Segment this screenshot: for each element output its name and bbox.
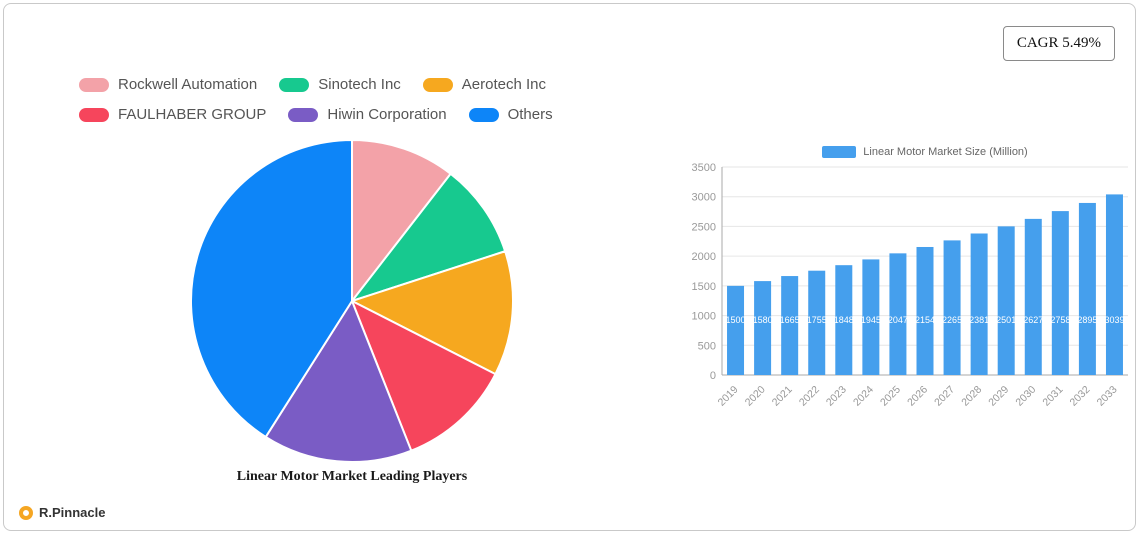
pie-slice-rockwell-automation[interactable] bbox=[351, 139, 452, 302]
bar-value-label: 2154 bbox=[915, 315, 935, 325]
bar-2023[interactable] bbox=[835, 265, 853, 375]
bar-2025[interactable] bbox=[889, 253, 907, 375]
bar-value-label: 2501 bbox=[996, 315, 1016, 325]
legend-label: Others bbox=[507, 106, 553, 123]
bar-legend-label: Linear Motor Market Size (Million) bbox=[863, 146, 1028, 158]
legend-swatch bbox=[279, 77, 310, 92]
legend-label: Sinotech Inc bbox=[318, 76, 401, 93]
bar-chart-area: Linear Motor Market Size (Million) 0 500 1… bbox=[682, 146, 1135, 431]
legend-swatch bbox=[79, 107, 109, 122]
x-axis-label: 2024 bbox=[851, 384, 876, 409]
y-axis-label: 2500 bbox=[692, 221, 716, 233]
brand-label: R.Pinnacle bbox=[39, 505, 106, 520]
bar-value-label: 1945 bbox=[861, 315, 881, 325]
pie-slice-aerotech-inc[interactable] bbox=[351, 250, 514, 376]
bar-2029[interactable] bbox=[997, 226, 1015, 375]
legend-row: FAULHABER GROUP Hiwin Corporation Others bbox=[79, 106, 553, 123]
bar-value-label: 2627 bbox=[1023, 315, 1043, 325]
bar-2026[interactable] bbox=[916, 246, 934, 375]
y-axis-label: 3000 bbox=[692, 192, 716, 204]
pie-legend: Rockwell Automation Sinotech Inc Aerotech … bbox=[79, 76, 553, 123]
legend-swatch bbox=[468, 107, 499, 122]
brand-logo: R.Pinnacle bbox=[19, 505, 105, 520]
bar-value-label: 2047 bbox=[888, 315, 908, 325]
legend-item-hiwin-corporation[interactable]: Hiwin Corporation bbox=[288, 106, 447, 123]
y-axis-label: 0 bbox=[710, 370, 716, 382]
x-axis-label: 2026 bbox=[905, 384, 930, 409]
bar-value-label: 1755 bbox=[807, 315, 827, 325]
bar-2033[interactable] bbox=[1105, 194, 1123, 375]
legend-label: Aerotech Inc bbox=[461, 76, 547, 93]
bar-value-label: 1665 bbox=[780, 315, 800, 325]
legend-label: Hiwin Corporation bbox=[327, 106, 447, 123]
bar-2020[interactable] bbox=[754, 281, 772, 375]
legend-swatch bbox=[288, 107, 319, 122]
pie-slice-others[interactable] bbox=[190, 139, 353, 438]
bar-2031[interactable] bbox=[1051, 211, 1069, 375]
x-axis-label: 2021 bbox=[770, 384, 795, 409]
x-axis-label: 2027 bbox=[932, 384, 957, 409]
legend-swatch bbox=[79, 77, 109, 92]
y-axis-label: 2000 bbox=[692, 251, 716, 263]
legend-row: Rockwell Automation Sinotech Inc Aerotech … bbox=[79, 76, 553, 93]
bar-value-label: 1580 bbox=[753, 315, 773, 325]
legend-item-faulhaber-group[interactable]: FAULHABER GROUP bbox=[79, 106, 266, 123]
legend-item-aerotech-inc[interactable]: Aerotech Inc bbox=[422, 76, 547, 93]
x-axis-label: 2032 bbox=[1068, 384, 1093, 409]
bar-2030[interactable] bbox=[1024, 218, 1042, 375]
bar-value-label: 3039 bbox=[1104, 315, 1124, 325]
bar-2022[interactable] bbox=[808, 270, 826, 375]
y-axis-label: 500 bbox=[698, 340, 716, 352]
pie-title: Linear Motor Market Leading Players bbox=[236, 469, 468, 484]
bar-legend-swatch bbox=[822, 146, 857, 158]
x-axis-label: 2029 bbox=[986, 384, 1011, 409]
legend-swatch bbox=[422, 77, 453, 92]
cagr-badge: CAGR 5.49% bbox=[1002, 26, 1115, 61]
x-axis-label: 2033 bbox=[1095, 384, 1120, 409]
bar-legend-item[interactable]: Linear Motor Market Size (Million) bbox=[722, 146, 1128, 158]
bar-value-label: 1848 bbox=[834, 315, 854, 325]
x-axis-label: 2030 bbox=[1013, 384, 1038, 409]
bar-2021[interactable] bbox=[781, 276, 799, 375]
chart-card: CAGR 5.49% Rockwell Automation Sinotech I… bbox=[3, 3, 1136, 531]
bar-value-label: 2895 bbox=[1077, 315, 1097, 325]
x-axis-label: 2023 bbox=[824, 384, 849, 409]
bar-chart: 0 500 1000 1500 2000 2500 3000 3500 1500 2019 1580… bbox=[692, 163, 1128, 409]
x-axis-label: 2019 bbox=[716, 384, 741, 409]
legend-item-sinotech-inc[interactable]: Sinotech Inc bbox=[279, 76, 401, 93]
x-axis-label: 2031 bbox=[1040, 384, 1065, 409]
x-axis-label: 2020 bbox=[743, 384, 768, 409]
bar-2019[interactable] bbox=[727, 285, 745, 375]
legend-label: Rockwell Automation bbox=[118, 76, 258, 93]
bar-2032[interactable] bbox=[1078, 202, 1096, 375]
y-axis-label: 1000 bbox=[692, 311, 716, 323]
bar-2028[interactable] bbox=[970, 233, 988, 376]
x-axis-label: 2025 bbox=[878, 384, 903, 409]
x-axis-label: 2028 bbox=[959, 384, 984, 409]
legend-label: FAULHABER GROUP bbox=[118, 106, 267, 123]
pie-slice-faulhaber-group[interactable] bbox=[351, 300, 497, 452]
bar-2027[interactable] bbox=[943, 240, 961, 375]
y-axis-label: 3500 bbox=[692, 163, 716, 174]
bar-value-label: 2381 bbox=[969, 315, 989, 325]
legend-item-others[interactable]: Others bbox=[468, 106, 553, 123]
x-axis-label: 2022 bbox=[797, 384, 822, 409]
bar-2024[interactable] bbox=[862, 259, 880, 375]
pie-slice-hiwin-corporation[interactable] bbox=[264, 300, 413, 463]
y-axis-label: 1500 bbox=[692, 281, 716, 293]
legend-item-rockwell-automation[interactable]: Rockwell Automation bbox=[79, 76, 257, 93]
bar-value-label: 2265 bbox=[942, 315, 962, 325]
bar-value-label: 2758 bbox=[1050, 315, 1070, 325]
pinnacle-logo-icon bbox=[19, 505, 33, 520]
pie-slice-sinotech-inc[interactable] bbox=[351, 172, 507, 302]
bar-value-label: 1500 bbox=[726, 315, 746, 325]
pie-chart bbox=[190, 139, 514, 463]
